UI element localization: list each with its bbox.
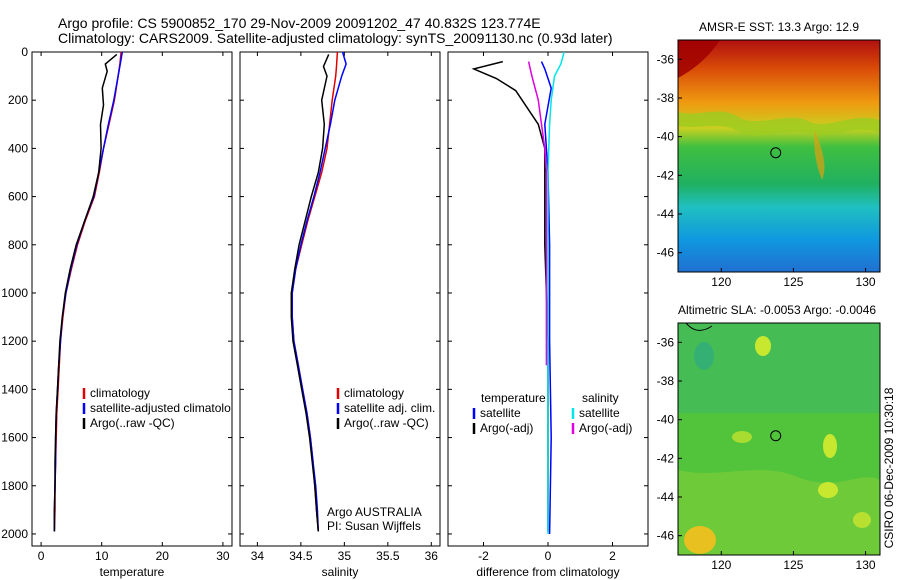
temperature-x-tick-label: 20 (156, 549, 170, 563)
temperature-y-tick-label: 0 (21, 45, 28, 59)
temperature-x-tick-label: 30 (216, 549, 230, 563)
salinity-annotation: PI: Susan Wijffels (327, 519, 421, 533)
sst_map-argo-marker (770, 147, 782, 159)
difference-x-tick-label: -2 (478, 549, 489, 563)
sla-contour (685, 323, 713, 331)
difference-series-2 (547, 51, 565, 534)
temperature-y-tick-label: 200 (8, 93, 28, 107)
sla_map-argo-marker (770, 430, 782, 442)
sla-blob-2 (823, 434, 837, 458)
difference-x-label: difference from climatology (476, 565, 619, 579)
temperature-x-tick-label: 10 (95, 549, 109, 563)
sst_map-y-tick-label: -36 (657, 52, 675, 66)
temperature-y-tick-label: 600 (8, 190, 28, 204)
sla-map-title: Altimetric SLA: -0.0053 Argo: -0.0046 (678, 303, 876, 317)
sla_map-y-tick-label: -38 (657, 374, 675, 388)
sst-map-title: AMSR-E SST: 13.3 Argo: 12.9 (699, 20, 859, 34)
salinity-x-tick-label: 35.5 (376, 549, 400, 563)
header-line-2: Climatology: CARS2009. Satellite-adjuste… (58, 30, 613, 46)
sla-band-upper (678, 323, 880, 413)
sla_map-y-tick-label: -44 (657, 490, 675, 504)
salinity-x-tick-label: 35 (338, 549, 352, 563)
sst_map-x-tick-label: 120 (711, 275, 731, 289)
sla_map-x-tick-label: 120 (711, 558, 731, 572)
sst-frame (677, 39, 881, 273)
difference-legend-label: Argo(-adj) (579, 421, 632, 435)
sla_map-y-tick-label: -36 (657, 335, 675, 349)
sla_map-x-tick-label: 125 (783, 558, 803, 572)
temperature-series-2 (53, 53, 118, 532)
header-line-1: Argo profile: CS 5900852_170 29-Nov-2009… (58, 15, 541, 31)
salinity-frame (239, 51, 441, 547)
sla_map-y-tick-label: -40 (657, 413, 675, 427)
sst_map-y-tick-label: -38 (657, 91, 675, 105)
temperature-legend-label: satellite-adjusted climatolo (90, 401, 231, 415)
sst_map-x-tick-label: 130 (856, 275, 876, 289)
sla-blob-3 (818, 482, 838, 498)
salinity-annotation: Argo AUSTRALIA (327, 505, 422, 519)
temperature-y-tick-label: 1600 (1, 431, 28, 445)
sst_map-y-tick-label: -46 (657, 246, 675, 260)
sst_map-y-tick-label: -42 (657, 168, 675, 182)
profile-panels: 0 10 20 30020040060080010001200140016001800… (1, 45, 649, 579)
salinity-legend-label: satellite adj. clim. (344, 401, 435, 415)
temperature-y-tick-label: 1800 (1, 479, 28, 493)
difference-series-3 (527, 61, 548, 366)
salinity-legend-label: Argo(..raw -QC) (344, 416, 429, 430)
difference-x-tick-label: 0 (545, 549, 552, 563)
difference-legend-label: satellite (480, 406, 521, 420)
difference-legend-label: Argo(-adj) (480, 421, 533, 435)
sla-blob-7 (694, 342, 714, 370)
sst-intrusion (814, 130, 825, 180)
temperature-y-tick-label: 2000 (1, 527, 28, 541)
temperature-x-tick-label: 0 (38, 549, 45, 563)
sst_map-x-tick-label: 125 (783, 275, 803, 289)
temperature-frame (31, 51, 233, 547)
salinity-x-tick-label: 34 (251, 549, 265, 563)
sla_map-x-tick-label: 130 (856, 558, 876, 572)
temperature-y-tick-label: 1200 (1, 334, 28, 348)
sst_map-y-tick-label: -44 (657, 207, 675, 221)
sst-map: AMSR-E SST: 13.3 Argo: 12.9 120 125 130 -36… (657, 20, 881, 289)
temperature-panel: 0 10 20 30 0 200 400 600 800 1000 1200 1400 1600 1800… (1, 45, 233, 579)
temperature-x-label: temperature (100, 565, 165, 579)
difference-legend-group-title: salinity (582, 391, 619, 405)
salinity-x-tick-label: 36 (425, 549, 439, 563)
difference-x-tick-label: 2 (609, 549, 616, 563)
salinity-x-label: salinity (322, 565, 359, 579)
sla_map-y-tick-label: -42 (657, 451, 675, 465)
salinity-x-tick-label: 34.5 (289, 549, 313, 563)
temperature-legend-label: Argo(..raw -QC) (90, 416, 175, 430)
difference-legend-label: satellite (579, 406, 620, 420)
sla-blob-6 (853, 512, 871, 528)
timestamp-label: CSIRO 06-Dec-2009 10:30:18 (882, 387, 896, 548)
temperature-y-tick-label: 1400 (1, 382, 28, 396)
salinity-panel: 34 34.5 35 35.5 36 salinity climatologysatelli… (239, 51, 441, 579)
difference-legend-group-title: temperature (481, 391, 546, 405)
temperature-y-tick-label: 800 (8, 238, 28, 252)
sla-blob-5 (684, 526, 716, 554)
sla-map: Altimetric SLA: -0.0053 Argo: -0.0046 12… (657, 303, 881, 572)
sla-blob-1 (755, 336, 771, 356)
salinity-series-1 (291, 51, 347, 532)
temperature-legend-label: climatology (90, 386, 150, 400)
difference-panel: -2 0 2 difference from climatology temperatu… (447, 51, 649, 579)
sst-front (678, 111, 880, 136)
temperature-y-tick-label: 400 (8, 141, 28, 155)
temperature-y-tick-label: 1000 (1, 286, 28, 300)
salinity-legend-label: climatology (344, 386, 404, 400)
salinity-series-2 (290, 54, 330, 532)
sla_map-y-tick-label: -46 (657, 529, 675, 543)
sla-blob-4 (732, 431, 752, 443)
sst_map-y-tick-label: -40 (657, 130, 675, 144)
sst-warm-corner (678, 40, 720, 78)
sla-frame (677, 322, 881, 556)
